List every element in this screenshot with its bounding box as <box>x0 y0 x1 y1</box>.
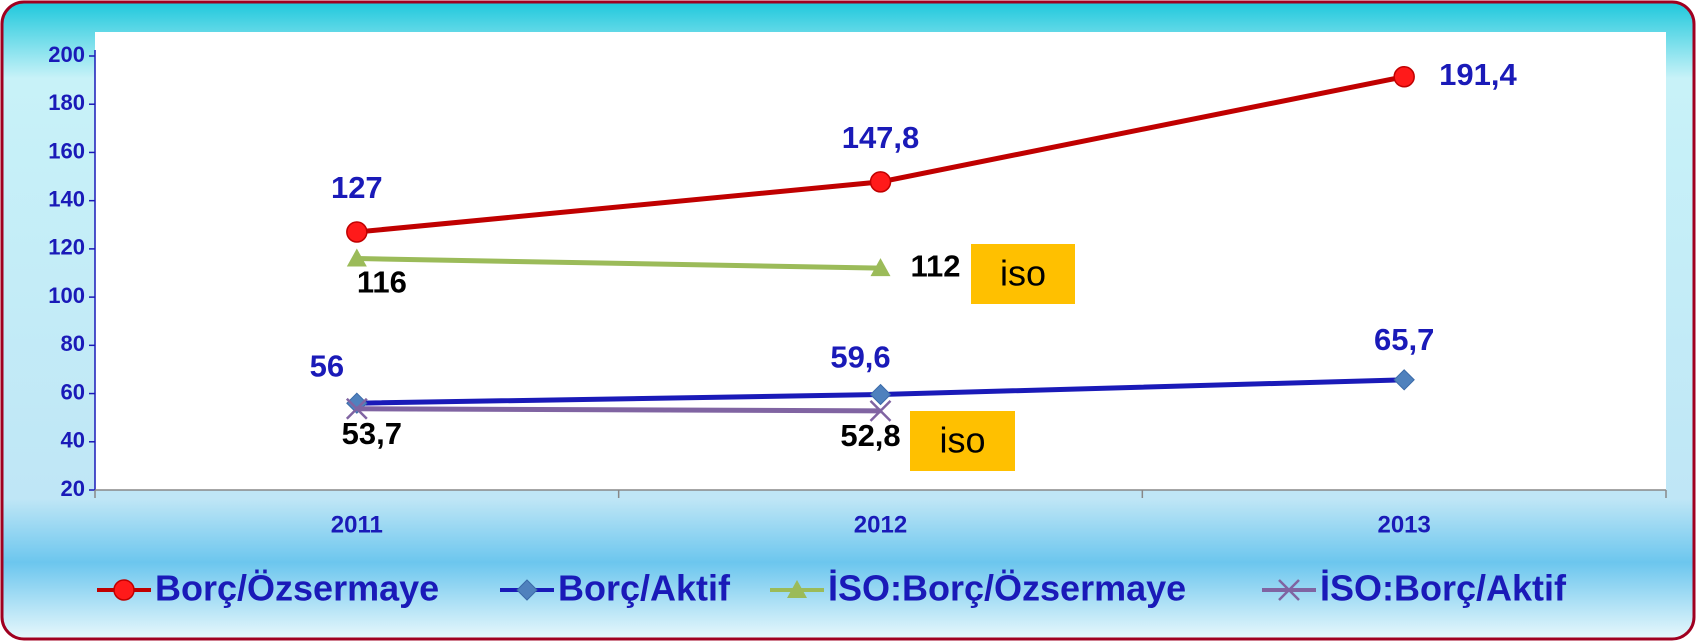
legend-label: Borç/Özsermaye <box>155 568 439 609</box>
marker <box>1393 369 1415 391</box>
data-label: 65,7 <box>1374 322 1434 357</box>
legend-item: İSO:Borç/Aktif <box>1262 568 1567 609</box>
y-tick-label: 140 <box>48 186 85 211</box>
annotation-box <box>910 411 1015 471</box>
y-tick-label: 180 <box>48 90 85 115</box>
marker <box>870 258 891 277</box>
x-tick-label: 2011 <box>331 511 383 538</box>
annotation-box <box>971 244 1075 304</box>
annotation: iso <box>939 420 985 461</box>
y-tick-label: 200 <box>48 42 85 67</box>
y-tick-label: 120 <box>48 235 85 260</box>
data-label: 53,7 <box>342 416 402 451</box>
y-tick-label: 60 <box>61 379 85 404</box>
marker <box>346 248 367 267</box>
data-label: 191,4 <box>1439 57 1517 92</box>
legend-item: İSO:Borç/Özsermaye <box>770 568 1186 609</box>
y-tick-label: 100 <box>48 283 85 308</box>
legend-item: Borç/Özsermaye <box>97 568 439 609</box>
legend-marker <box>787 580 807 598</box>
data-label: 127 <box>331 170 383 205</box>
marker <box>1393 65 1415 88</box>
legend-label: Borç/Aktif <box>558 568 731 609</box>
marker <box>869 400 892 422</box>
y-tick-label: 80 <box>61 331 85 356</box>
legend-label: İSO:Borç/Aktif <box>1320 568 1567 609</box>
y-tick-label: 20 <box>61 476 85 501</box>
marker <box>345 397 368 420</box>
legend-marker <box>1278 579 1300 601</box>
legend-marker <box>516 579 538 601</box>
y-tick-label: 160 <box>48 138 85 163</box>
data-label: 147,8 <box>842 120 920 155</box>
marker <box>346 221 368 243</box>
data-label: 116 <box>357 265 407 300</box>
legend-item: Borç/Aktif <box>500 568 731 609</box>
y-tick-label: 40 <box>61 428 85 453</box>
data-label: 56 <box>310 348 344 383</box>
data-label: 59,6 <box>830 340 890 375</box>
x-tick-label: 2012 <box>854 511 907 538</box>
legend-label: İSO:Borç/Özsermaye <box>828 568 1186 609</box>
annotation: iso <box>1000 253 1046 294</box>
marker <box>869 383 892 406</box>
legend-marker <box>113 579 135 601</box>
series-line <box>356 256 881 271</box>
x-tick-label: 2013 <box>1377 511 1430 538</box>
data-label: 52,8 <box>840 418 900 453</box>
data-label: 112 <box>911 248 961 283</box>
series-line <box>356 406 881 414</box>
marker <box>869 171 892 193</box>
